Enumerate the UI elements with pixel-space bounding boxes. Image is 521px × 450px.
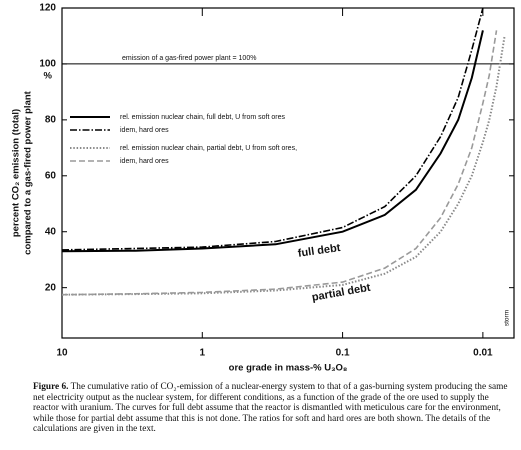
- caption-text: The cumulative ratio of CO₂-emission of …: [33, 382, 508, 435]
- y-unit: %: [44, 71, 53, 82]
- figure-caption: Figure 6. The cumulative ratio of CO₂-em…: [33, 382, 511, 435]
- plot-area: [62, 8, 506, 296]
- y-tick-label: 20: [45, 282, 57, 293]
- annotation: storm: [504, 310, 511, 326]
- legend-label: rel. emission nuclear chain, full debt, …: [120, 114, 285, 121]
- x-tick-label: 0.1: [336, 348, 350, 359]
- x-axis-label: ore grade in mass-% U₃O₈: [229, 363, 348, 374]
- caption-label: Figure 6.: [33, 382, 69, 392]
- legend-label: rel. emission nuclear chain, partial deb…: [120, 145, 297, 152]
- y-tick-label: 120: [39, 3, 56, 14]
- series-line: [62, 8, 484, 251]
- y-tick-label: 100: [39, 59, 56, 70]
- y-axis-label: percent CO₂ emission (total): [11, 109, 22, 237]
- y-tick-label: 80: [45, 115, 57, 126]
- series-line: [62, 30, 484, 253]
- chart: percent CO₂ emission (total) compared to…: [11, 3, 515, 374]
- x-tick-label: 10: [56, 348, 68, 359]
- legend-label: idem, hard ores: [120, 127, 169, 134]
- plot-frame: [61, 7, 515, 339]
- x-tick-label: 0.01: [473, 348, 493, 359]
- series-line: [62, 30, 498, 296]
- reference-label: emission of a gas-fired power plant = 10…: [122, 55, 256, 62]
- annotation: full debt: [297, 242, 341, 260]
- y-axis-label: compared to a gas-fired power plant: [23, 90, 34, 254]
- x-tick-label: 1: [200, 348, 206, 359]
- series-line: [62, 35, 506, 296]
- legend-label: idem, hard ores: [120, 158, 169, 165]
- y-tick-label: 60: [45, 170, 57, 181]
- annotation: partial debt: [311, 282, 372, 304]
- y-tick-label: 40: [45, 226, 57, 237]
